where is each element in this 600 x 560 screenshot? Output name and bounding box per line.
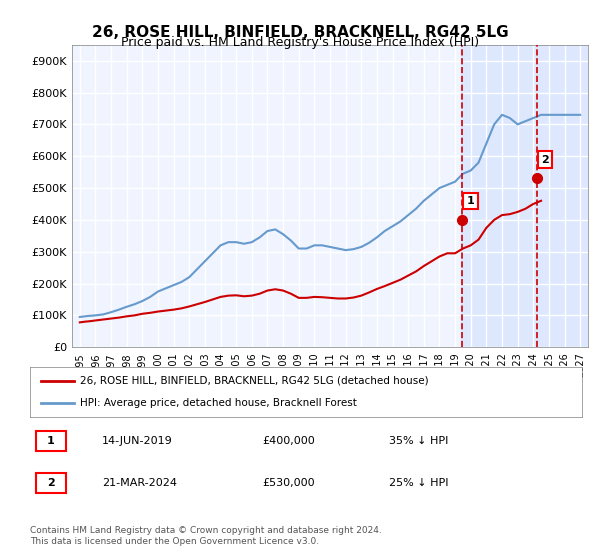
FancyBboxPatch shape: [35, 431, 66, 451]
Text: 1: 1: [47, 436, 55, 446]
Text: Contains HM Land Registry data © Crown copyright and database right 2024.
This d: Contains HM Land Registry data © Crown c…: [30, 526, 382, 546]
Text: 25% ↓ HPI: 25% ↓ HPI: [389, 478, 448, 488]
Text: 1: 1: [467, 196, 475, 206]
Text: 2: 2: [47, 478, 55, 488]
FancyBboxPatch shape: [35, 473, 66, 493]
Text: 2: 2: [541, 155, 549, 165]
Text: 14-JUN-2019: 14-JUN-2019: [102, 436, 173, 446]
Text: 26, ROSE HILL, BINFIELD, BRACKNELL, RG42 5LG: 26, ROSE HILL, BINFIELD, BRACKNELL, RG42…: [92, 25, 508, 40]
Text: HPI: Average price, detached house, Bracknell Forest: HPI: Average price, detached house, Brac…: [80, 398, 356, 408]
Text: £530,000: £530,000: [262, 478, 314, 488]
Bar: [461, 45, 588, 347]
Text: 35% ↓ HPI: 35% ↓ HPI: [389, 436, 448, 446]
Text: 21-MAR-2024: 21-MAR-2024: [102, 478, 177, 488]
Text: £400,000: £400,000: [262, 436, 314, 446]
Text: Price paid vs. HM Land Registry's House Price Index (HPI): Price paid vs. HM Land Registry's House …: [121, 36, 479, 49]
Text: 26, ROSE HILL, BINFIELD, BRACKNELL, RG42 5LG (detached house): 26, ROSE HILL, BINFIELD, BRACKNELL, RG42…: [80, 376, 428, 386]
